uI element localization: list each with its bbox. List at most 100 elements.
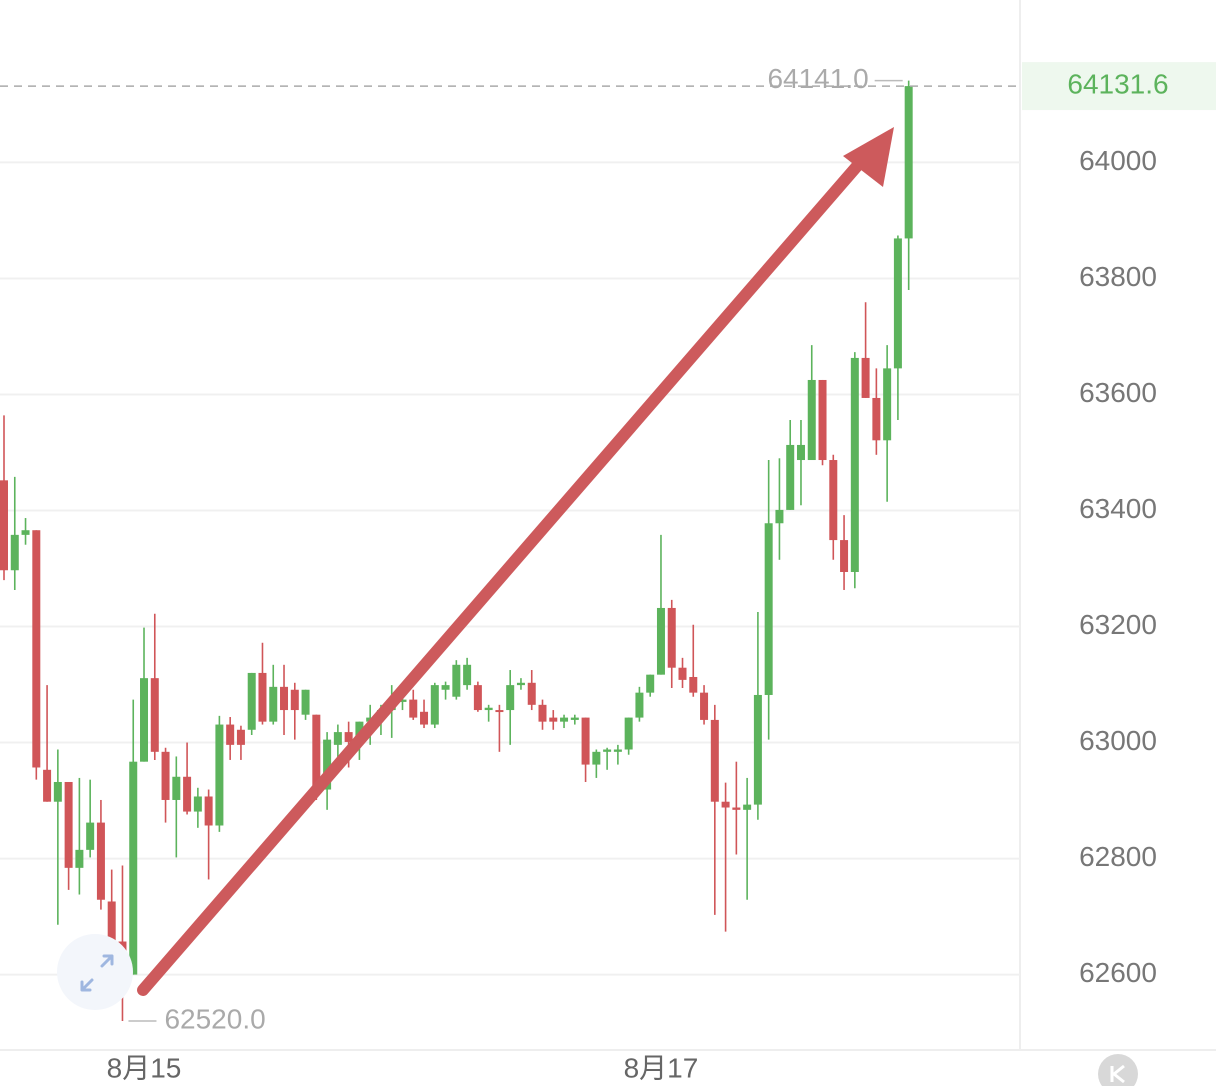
candle-body [64, 781, 73, 868]
y-tick-label: 63000 [1079, 725, 1157, 756]
candle-body [53, 781, 62, 802]
candle-body [10, 534, 19, 571]
candle-body [667, 607, 676, 668]
candle-body [656, 607, 665, 675]
candle-body [204, 796, 213, 826]
candle-body [635, 692, 644, 718]
expand-icon-glyph[interactable] [80, 954, 114, 992]
candle-body [269, 686, 278, 722]
candle-body [506, 685, 515, 711]
candle-body [301, 689, 310, 715]
candle-body [538, 704, 547, 722]
high-label: 64141.0 [767, 63, 868, 94]
candle-body [463, 664, 472, 686]
candle-body [398, 699, 407, 702]
candle-body [172, 776, 181, 800]
last-price-box [1022, 62, 1216, 111]
candle-body [96, 822, 105, 900]
candle-body [0, 480, 8, 571]
candle-body [732, 807, 741, 810]
candle-body [32, 530, 41, 768]
candle-body [646, 674, 655, 693]
candle-body [21, 530, 30, 535]
candle-body [333, 732, 342, 745]
y-tick-label: 63800 [1079, 261, 1157, 292]
candle-body [743, 804, 752, 810]
candle-body [613, 749, 622, 752]
y-tick-label: 62600 [1079, 957, 1157, 988]
candle-body [893, 238, 902, 369]
y-tick-label: 63600 [1079, 377, 1157, 408]
candle-body [344, 732, 353, 742]
candle-body [850, 357, 859, 572]
candle-body [290, 689, 299, 711]
candle-body [829, 460, 838, 541]
candle-body [840, 540, 849, 572]
candle-body [753, 694, 762, 805]
y-tick-label: 63400 [1079, 493, 1157, 524]
candle-body [786, 444, 795, 510]
candle-body [861, 357, 870, 398]
candle-body [710, 719, 719, 802]
candle-body [495, 710, 504, 713]
y-tick-label: 62800 [1079, 841, 1157, 872]
k-button[interactable] [1098, 1054, 1138, 1086]
candle-body [193, 796, 202, 812]
candle-body [796, 444, 805, 461]
arrow-shaft [137, 159, 864, 996]
candle-body [721, 801, 730, 808]
candle-body [904, 86, 913, 239]
candle-body [689, 676, 698, 693]
candles [0, 80, 913, 1021]
k-button-glyph[interactable] [1110, 1064, 1125, 1084]
candle-body [560, 717, 569, 722]
candle-body [818, 379, 827, 461]
candle-body [592, 751, 601, 765]
expand-icon[interactable] [57, 934, 133, 1010]
y-tick-label: 64000 [1079, 145, 1157, 176]
trend-arrow [137, 127, 894, 996]
candle-body [441, 685, 450, 690]
candle-body [549, 717, 558, 722]
candle-body [570, 717, 579, 720]
overlay: 64131.6 64141.0 62520.0 [0, 62, 1216, 1034]
candle-body [247, 672, 256, 730]
candle-body [75, 849, 84, 868]
arrow-head [843, 127, 894, 187]
candle-body [280, 686, 289, 711]
candle-body [183, 776, 192, 812]
candle-body [775, 509, 784, 524]
candle-body [452, 664, 461, 697]
candle-body [150, 678, 159, 752]
candle-body [764, 523, 773, 695]
candle-body [516, 682, 525, 686]
candle-body [107, 901, 116, 942]
candle-body [484, 707, 493, 711]
candle-body [430, 685, 439, 725]
candle-body [129, 761, 138, 975]
low-label: 62520.0 [164, 1003, 265, 1034]
y-tick-label: 63200 [1079, 609, 1157, 640]
candle-body [678, 667, 687, 680]
candle-body [226, 724, 235, 745]
candle-body [700, 692, 709, 720]
candle-body [312, 714, 321, 790]
candle-body [409, 699, 418, 718]
x-tick-label: 8月15 [107, 1052, 182, 1083]
candle-body [473, 685, 482, 711]
candle-body [215, 724, 224, 826]
expand-icon-bg[interactable] [57, 934, 133, 1010]
last-price-label: 64131.6 [1067, 68, 1168, 99]
candle-body [420, 711, 429, 725]
candle-body [43, 769, 52, 802]
candle-body [883, 368, 892, 441]
candle-body [258, 672, 267, 722]
candle-body [872, 397, 881, 441]
candle-body [323, 739, 332, 790]
candle-body [161, 751, 170, 800]
candle-body [86, 822, 95, 850]
x-tick-label: 8月17 [624, 1052, 699, 1083]
candle-body [624, 717, 633, 750]
